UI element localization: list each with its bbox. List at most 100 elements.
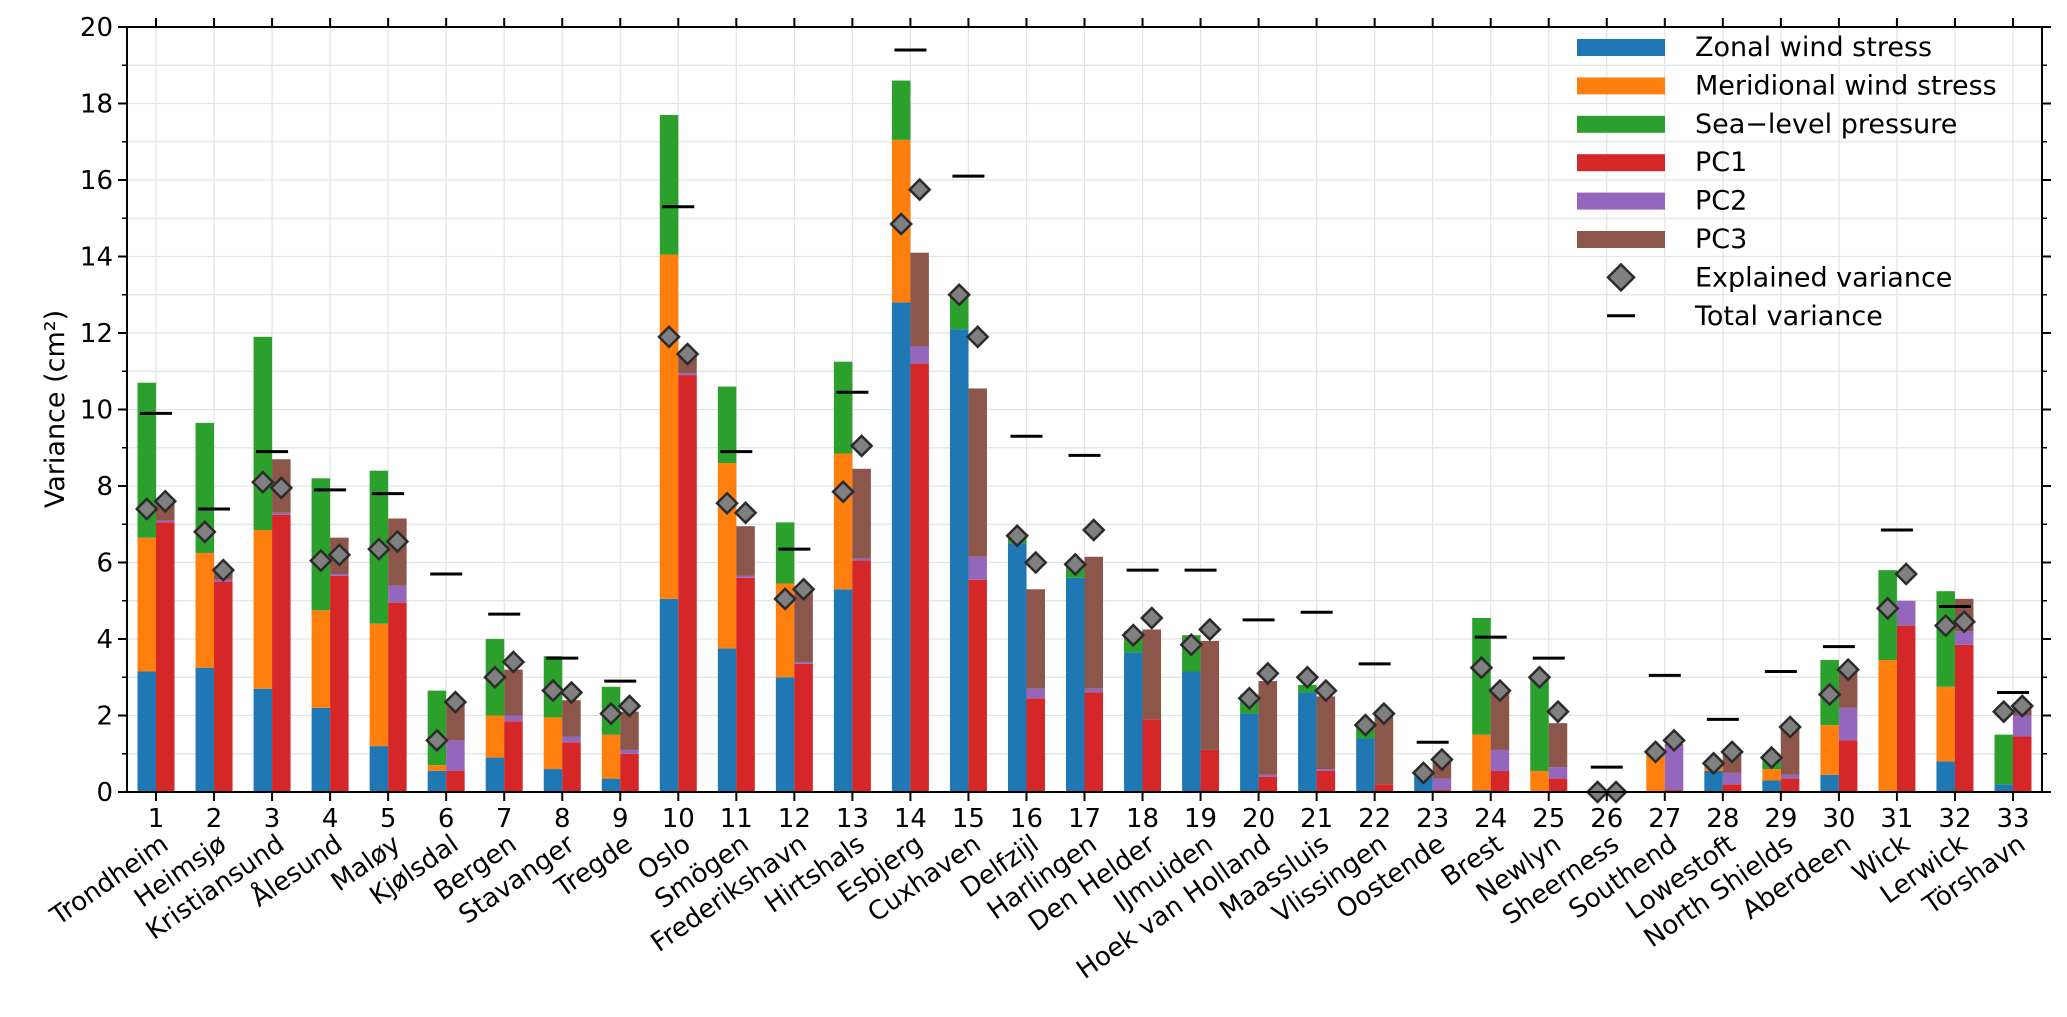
pc-bar-pc2-6: [446, 740, 465, 771]
wind-bar-zonal-wind-stress-5: [369, 746, 389, 792]
pc-bar-pc3-21: [1316, 696, 1336, 770]
wind-bar-zonal-wind-stress-16: [1007, 543, 1027, 792]
wind-bar-meridional-wind-stress-29: [1762, 769, 1781, 781]
pc-bar-pc2-12: [794, 661, 813, 664]
wind-bar-zonal-wind-stress-9: [601, 778, 621, 792]
wind-bar-zonal-wind-stress-11: [717, 648, 737, 792]
pc-bar-pc2-31: [1896, 600, 1916, 626]
explained-variance-wind-marker-9: [599, 701, 623, 726]
x-tick-label: 20: [1242, 804, 1275, 834]
explained-variance-pc-marker-3: [269, 476, 294, 500]
x-tick-label: 2: [206, 804, 223, 834]
wind-bar-zonal-wind-stress-7: [485, 757, 505, 792]
wind-bar-zonal-wind-stress-28: [1704, 770, 1723, 792]
x-tick-label: 13: [836, 804, 869, 834]
explained-variance-wind-marker-17: [1063, 552, 1088, 577]
explained-variance-wind-marker-21: [1295, 665, 1320, 690]
pc-bar-pc2-3: [272, 512, 291, 515]
pc-bar-pc1-20: [1258, 776, 1278, 792]
explained-variance-pc-marker-29: [1778, 715, 1802, 739]
explained-variance-wind-marker-6: [425, 728, 449, 753]
wind-bar-meridional-wind-stress-4: [311, 610, 331, 708]
x-tick-label: 12: [778, 804, 811, 834]
wind-bar-meridional-wind-stress-27: [1646, 753, 1665, 792]
wind-bar-meridional-wind-stress-7: [485, 715, 505, 758]
explained-variance-pc-marker-28: [1720, 740, 1744, 764]
pc-bar-pc2-16: [1026, 688, 1045, 699]
explained-variance-wind-marker-12: [773, 587, 797, 611]
wind-bar-zonal-wind-stress-10: [659, 598, 679, 792]
pc-bar-pc2-29: [1780, 774, 1800, 779]
pc-bar-pc2-8: [562, 736, 581, 743]
legend-swatch-pc2: [1577, 192, 1665, 210]
x-tick-label: 6: [438, 804, 455, 834]
explained-variance-pc-marker-19: [1198, 617, 1222, 642]
explained-variance-pc-marker-31: [1894, 562, 1918, 586]
pc-bar-pc2-1: [156, 520, 175, 523]
wind-bar-zonal-wind-stress-33: [1994, 784, 2013, 792]
wind-bar-zonal-wind-stress-29: [1762, 780, 1781, 792]
wind-bar-sea-level-pressure-2: [195, 422, 215, 553]
wind-bar-zonal-wind-stress-18: [1124, 652, 1143, 792]
pc-bar-pc1-5: [388, 602, 407, 792]
x-tick-label: 14: [894, 804, 927, 834]
pc-bar-pc3-30: [1838, 669, 1858, 708]
y-tick-label: 12: [80, 319, 113, 349]
pc-bar-pc1-29: [1780, 778, 1800, 792]
explained-variance-pc-marker-24: [1488, 678, 1512, 703]
pc-bar-pc1-32: [1954, 644, 1974, 792]
wind-bar-zonal-wind-stress-22: [1356, 738, 1375, 792]
wind-bar-sea-level-pressure-3: [253, 336, 273, 530]
explained-variance-wind-marker-14: [889, 212, 913, 236]
wind-bar-meridional-wind-stress-8: [543, 717, 563, 770]
pc-bar-pc3-8: [562, 700, 581, 737]
wind-bar-sea-level-pressure-6: [427, 690, 447, 766]
explained-variance-markers: [134, 177, 2035, 804]
pc-bar-pc2-33: [2012, 715, 2032, 737]
x-tick-label: 22: [1358, 804, 1391, 834]
pc-bar-pc2-25: [1548, 767, 1568, 779]
explained-variance-pc-marker-18: [1140, 606, 1164, 630]
pc-bar-pc1-25: [1548, 778, 1568, 792]
explained-variance-pc-marker-14: [907, 177, 932, 202]
pc-bar-pc3-17: [1084, 556, 1103, 689]
x-tick-label: 33: [1996, 804, 2029, 834]
wind-bar-zonal-wind-stress-1: [137, 671, 157, 792]
explained-variance-wind-marker-27: [1643, 740, 1668, 764]
pc-bar-pc2-5: [388, 585, 407, 603]
explained-variance-wind-marker-20: [1237, 686, 1262, 711]
pc-bar-pc2-28: [1722, 772, 1742, 785]
explained-variance-pc-marker-2: [211, 558, 236, 582]
x-tick-label: 16: [1010, 804, 1043, 834]
pc-bar-pc2-7: [504, 715, 523, 722]
pc-bar-pc1-3: [272, 514, 291, 792]
explained-variance-pc-marker-9: [617, 694, 642, 718]
explained-variance-wind-marker-22: [1353, 713, 1378, 737]
total-variance-markers: [140, 48, 2029, 769]
legend-swatch-meridional-wind-stress: [1577, 77, 1665, 95]
pc-bar-pc1-6: [446, 770, 465, 792]
explained-variance-pc-marker-7: [501, 650, 526, 674]
explained-variance-wind-marker-32: [1933, 613, 1958, 638]
wind-bar-meridional-wind-stress-30: [1820, 725, 1839, 775]
explained-variance-pc-marker-13: [849, 434, 874, 458]
wind-bar-sea-level-pressure-4: [311, 478, 331, 611]
explained-variance-pc-marker-25: [1546, 699, 1570, 724]
wind-bar-sea-level-pressure-33: [1994, 734, 2013, 785]
explained-variance-wind-marker-5: [367, 537, 391, 561]
pc-bar-pc1-18: [1142, 719, 1162, 792]
pc-bar-pc1-19: [1200, 749, 1220, 792]
pc-bar-pc3-7: [504, 669, 523, 716]
pc-bar-pc1-2: [214, 581, 233, 792]
explained-variance-pc-marker-20: [1256, 661, 1280, 686]
pc-bar-pc1-11: [736, 577, 755, 792]
wind-bar-sea-level-pressure-25: [1530, 677, 1549, 771]
wind-bar-zonal-wind-stress-32: [1936, 761, 1955, 792]
wind-bar-zonal-wind-stress-14: [891, 302, 911, 792]
explained-variance-wind-marker-29: [1759, 745, 1784, 770]
explained-variance-pc-marker-4: [327, 543, 352, 567]
x-tick-label: 4: [322, 804, 339, 834]
pc-bar-pc3-20: [1258, 681, 1278, 775]
pc-bar-pc3-11: [736, 526, 755, 576]
wind-bar-zonal-wind-stress-12: [775, 677, 795, 792]
